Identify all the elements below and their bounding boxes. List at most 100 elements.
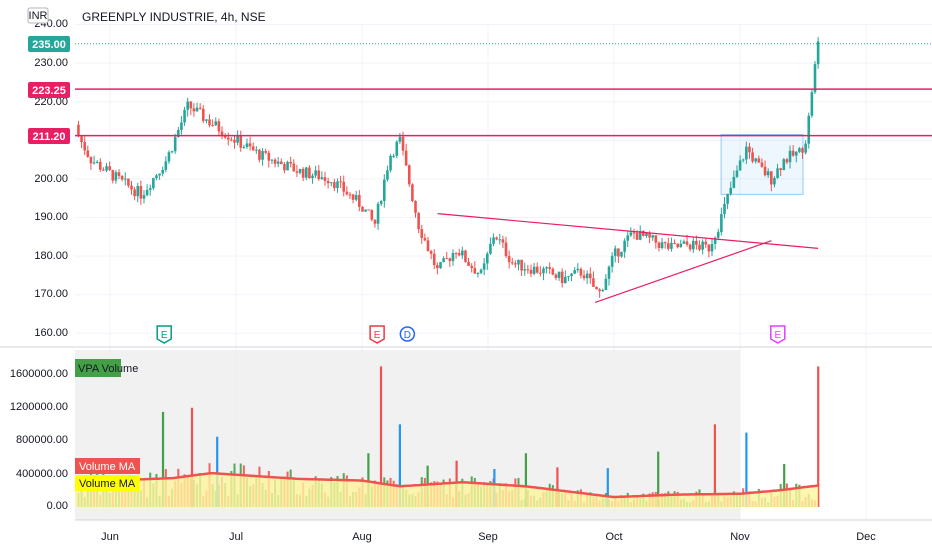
candle-body: [457, 253, 461, 256]
candle-body: [161, 169, 165, 174]
candle-body: [192, 108, 196, 112]
price-tick-label: 200.00: [34, 173, 68, 185]
candle-body: [92, 162, 96, 164]
marker-letter: D: [404, 330, 411, 341]
candle-body: [445, 258, 449, 260]
candle-body: [158, 173, 161, 176]
candle-body: [442, 258, 445, 263]
price-axis[interactable]: 160.00 170.00 180.00 190.00 200.00 210.0…: [34, 18, 68, 339]
candle-body: [517, 259, 520, 265]
candle-body: [304, 167, 308, 178]
level-tag-lower: 211.20: [28, 128, 70, 144]
candle-body: [720, 214, 723, 233]
candle-body: [326, 180, 330, 184]
candle-body: [155, 175, 158, 179]
candle-body: [373, 219, 377, 224]
candle-body: [598, 289, 601, 292]
trendlines[interactable]: [437, 213, 819, 303]
candle-body: [454, 253, 458, 255]
candle-body: [233, 139, 236, 143]
time-axis[interactable]: Jun Jul Aug Sep Oct Nov Dec: [101, 531, 876, 543]
candle-body: [729, 187, 733, 194]
candle-body: [620, 251, 623, 257]
candle-body: [529, 270, 533, 274]
candle-body: [267, 152, 271, 161]
candle-body: [629, 232, 633, 236]
candle-body: [776, 168, 779, 179]
candle-body: [482, 263, 486, 270]
candle-body: [663, 242, 667, 244]
candle-body: [186, 101, 189, 110]
candle-body: [220, 131, 224, 136]
candle-body: [133, 189, 136, 197]
candle-body: [610, 255, 614, 267]
horizontal-levels[interactable]: [75, 43, 932, 137]
lower-trendline: [594, 240, 772, 303]
candle-body: [195, 107, 199, 112]
candle-body: [479, 269, 483, 273]
volume-ma-label-red[interactable]: Volume MA: [75, 458, 140, 474]
candle-body: [145, 189, 149, 196]
candle-body: [323, 177, 327, 181]
candle-body: [642, 230, 645, 236]
candle-body: [436, 265, 439, 269]
volume-axis[interactable]: 0.00 400000.00 800000.00 1200000.00 1600…: [10, 368, 68, 512]
candle-body: [632, 232, 636, 234]
candle-body: [613, 248, 617, 256]
candle-body: [211, 125, 214, 127]
candle-body: [295, 171, 299, 173]
candle-body: [535, 266, 539, 273]
candle-body: [136, 185, 140, 197]
candle-body: [798, 148, 801, 152]
candle-body: [114, 172, 118, 181]
candle-body: [379, 200, 383, 204]
candle-body: [567, 276, 570, 278]
candle-body: [716, 232, 720, 238]
candle-body: [673, 242, 676, 244]
volume-spike-bar: [190, 407, 194, 507]
candle-body: [364, 209, 367, 212]
candle-body: [713, 237, 717, 244]
candle-body: [807, 115, 811, 144]
volume-spike-bar: [524, 453, 527, 507]
candle-body: [585, 273, 589, 279]
candle-body: [645, 233, 648, 236]
candle-body: [276, 161, 280, 164]
candle-body: [635, 232, 639, 240]
candle-body: [657, 242, 661, 248]
candle-body: [573, 270, 576, 274]
volume-ma-line: [74, 471, 819, 499]
candle-body: [127, 178, 130, 186]
candle-body: [223, 135, 227, 138]
candle-body: [177, 129, 180, 137]
candle-body: [710, 243, 714, 252]
candle-body: [329, 182, 333, 184]
candle-body: [489, 243, 492, 254]
svg-text:223.25: 223.25: [32, 85, 66, 97]
volume-spike-bar: [783, 463, 786, 507]
volume-spike-bar: [161, 411, 165, 507]
marker-shape: [369, 325, 385, 344]
candle-body: [348, 194, 352, 196]
marker-shape: [156, 325, 172, 344]
currency-badge[interactable]: INR: [27, 7, 49, 24]
candle-body: [370, 210, 374, 220]
candle-body: [95, 161, 99, 163]
candle-body: [816, 41, 820, 65]
last-price-tag: 235.00: [28, 36, 70, 52]
volume-tick-label: 0.00: [47, 500, 68, 512]
candle-body: [679, 243, 683, 248]
candle-body: [173, 136, 177, 152]
marker-letter: E: [161, 330, 168, 341]
candle-body: [130, 185, 133, 190]
candle-body: [401, 136, 405, 151]
candle-body: [80, 136, 83, 142]
candle-body: [651, 235, 655, 238]
candle-body: [785, 159, 789, 163]
volume-ma-label-yellow[interactable]: Volume MA: [75, 475, 140, 491]
volume-spike-bar: [216, 436, 219, 507]
vpa-volume-label[interactable]: VPA Volume: [75, 359, 138, 377]
svg-text:Volume MA: Volume MA: [79, 478, 136, 490]
